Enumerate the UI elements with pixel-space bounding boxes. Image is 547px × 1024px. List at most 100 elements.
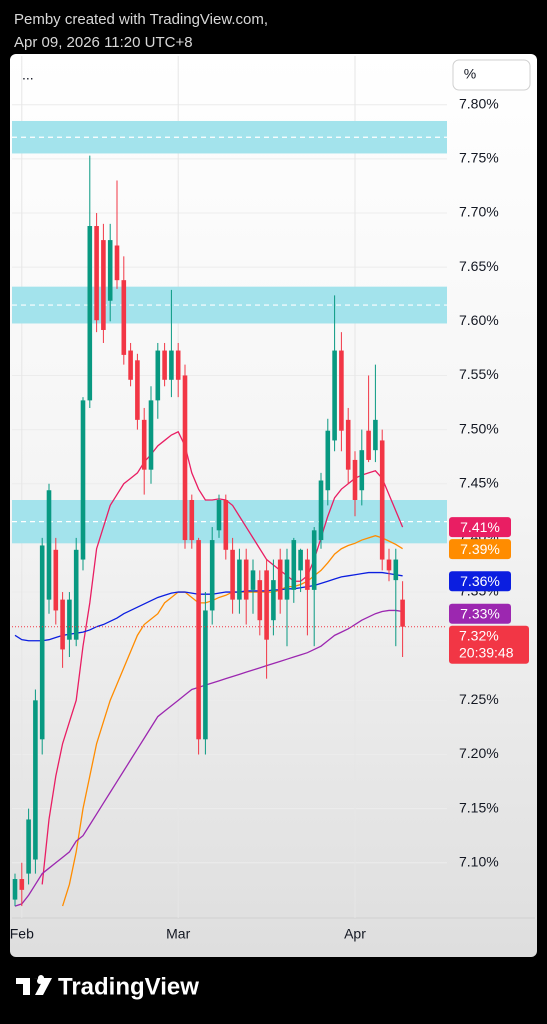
logo-dot [37, 978, 43, 984]
candle-body [182, 375, 188, 541]
price-label: 7.39% [460, 541, 500, 557]
candle-body [373, 419, 378, 451]
candle-body [393, 559, 399, 581]
candle-body [175, 350, 181, 380]
logo-icon [16, 975, 52, 995]
last-price-label: 7.32% [459, 627, 499, 643]
candle-body [257, 580, 263, 621]
price-label-box [449, 539, 511, 560]
candle-body [352, 459, 358, 500]
price-label-box [449, 517, 511, 538]
last-price-box [449, 625, 529, 664]
candle-body [203, 610, 208, 740]
price-label: 7.41% [460, 519, 500, 535]
y-tick-label: 7.20% [459, 745, 499, 761]
y-tick-label: 7.60% [459, 312, 499, 328]
x-tick-label: Mar [166, 926, 190, 942]
candle-body [291, 540, 297, 590]
candle-body [73, 549, 79, 640]
plot [12, 56, 447, 918]
candle-body [148, 400, 154, 470]
candle-body [162, 350, 167, 380]
candle-body [216, 499, 222, 531]
candle-body [39, 545, 45, 740]
candle-body [135, 360, 140, 420]
candle-body [94, 226, 99, 321]
candle-body [101, 240, 106, 330]
scale-button-label: % [464, 66, 476, 82]
brand: TradingView [58, 973, 199, 1000]
candle-body [345, 419, 351, 470]
candle-body [33, 700, 38, 860]
y-tick-label: 7.65% [459, 258, 499, 274]
candle-body [298, 549, 303, 571]
candle-body [169, 350, 174, 380]
candle-body [237, 559, 242, 600]
candle-body [223, 499, 229, 550]
candle-body [12, 879, 18, 900]
candle-body [400, 599, 405, 627]
y-tick-label: 7.80% [459, 95, 499, 111]
candle-body [311, 530, 317, 590]
candle-body [332, 350, 337, 441]
y-tick-label: 7.75% [459, 150, 499, 166]
candle-body [318, 480, 324, 541]
candle-body [230, 549, 235, 600]
y-tick-label: 7.45% [459, 474, 499, 490]
candle-body [359, 450, 365, 491]
scale-button[interactable] [452, 59, 531, 91]
y-tick-label: 7.70% [459, 204, 499, 220]
candle-body [53, 549, 59, 611]
candle-body [366, 430, 371, 460]
y-tick-label: 7.10% [459, 853, 499, 869]
candle-body [67, 599, 72, 640]
menu-button[interactable]: ... [22, 67, 34, 83]
candle-body [128, 350, 133, 380]
countdown: 20:39:48 [459, 644, 514, 660]
candle-body [379, 440, 385, 560]
candle-body [325, 430, 331, 491]
candle-body [87, 226, 93, 401]
header-line: Apr 09, 2026 11:20 UTC+8 [14, 34, 193, 51]
candle-body [271, 580, 276, 621]
y-tick-label: 7.15% [459, 799, 499, 815]
price-label: 7.36% [460, 573, 500, 589]
candle-body [250, 570, 256, 590]
price-label-box [449, 571, 511, 592]
moving-average [14, 571, 403, 642]
candle-body [19, 879, 25, 890]
y-tick-label: 7.55% [459, 366, 499, 382]
x-tick-label: Feb [10, 926, 34, 942]
candle-body [277, 559, 283, 600]
x-tick-label: Apr [344, 926, 366, 942]
candle-body [46, 490, 52, 600]
candle-body [155, 350, 161, 401]
candle-body [189, 499, 195, 541]
y-tick-label: 7.50% [459, 420, 499, 436]
candle-body [264, 570, 269, 640]
price-label-box [449, 603, 511, 624]
y-tick-label: 7.25% [459, 691, 499, 707]
candle-body [386, 559, 392, 571]
price-axis: 7.10%7.15%7.20%7.25%7.30%7.35%7.40%7.45%… [449, 95, 529, 869]
candle-body [243, 559, 249, 600]
candle-body [209, 540, 215, 611]
candle-body [107, 240, 113, 301]
candle-body [305, 559, 310, 590]
candle-body [26, 819, 31, 874]
candle-body [284, 559, 290, 600]
header-line: Pemby created with TradingView.com, [14, 11, 268, 28]
candle-body [141, 419, 147, 470]
candle-body [339, 350, 344, 431]
candle-body [60, 599, 65, 650]
candle-body [114, 245, 120, 281]
price-label: 7.33% [460, 605, 500, 621]
candle-body [196, 540, 201, 740]
candle-body [80, 400, 86, 560]
moving-average [41, 430, 404, 885]
candle-body [121, 280, 127, 355]
logo: TradingView [16, 973, 199, 1000]
moving-average [14, 609, 403, 907]
